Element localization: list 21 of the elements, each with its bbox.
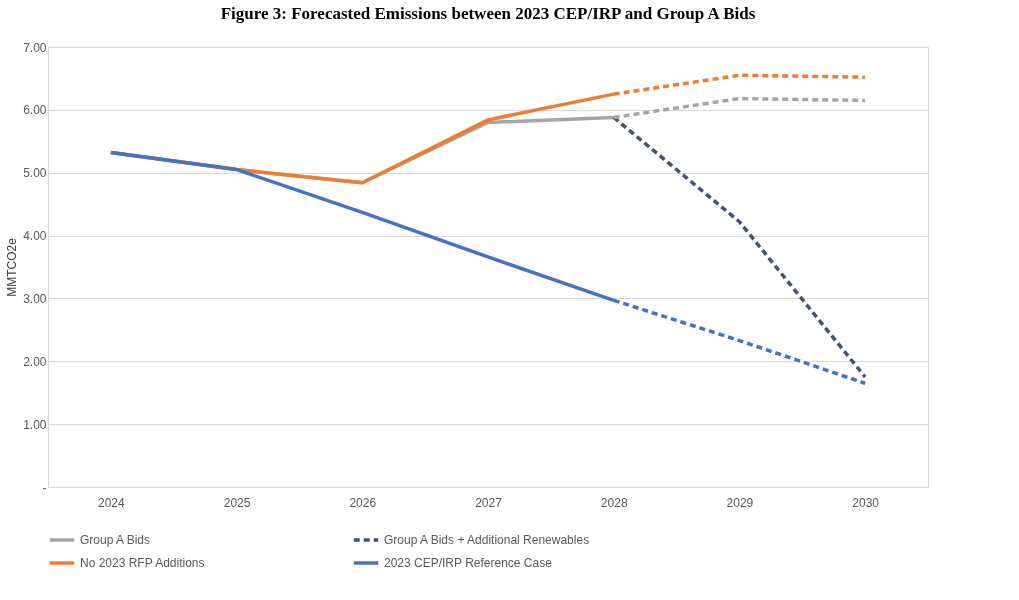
y-tick-label: 5.00 (23, 166, 47, 181)
y-tick-label: 6.00 (23, 103, 47, 118)
x-tick-label: 2025 (223, 495, 251, 510)
legend-label: No 2023 RFP Additions (80, 556, 205, 570)
y-tick-label: 2.00 (23, 354, 47, 369)
y-tick-label: 3.00 (23, 291, 47, 306)
chart-title: Figure 3: Forecasted Emissions between 2023 CEP/IRP and Group A Bids (220, 4, 756, 23)
x-tick-label: 2030 (852, 495, 880, 510)
x-tick-label: 2024 (98, 495, 126, 510)
x-tick-label: 2027 (475, 495, 503, 510)
legend-label: 2023 CEP/IRP Reference Case (384, 556, 553, 570)
y-tick-label: 4.00 (23, 229, 47, 244)
y-axis-title: MMTCO2e (5, 237, 20, 297)
legend-label: Group A Bids + Additional Renewables (384, 533, 590, 547)
y-tick-label: - (42, 480, 47, 495)
y-tick-label: 1.00 (23, 417, 47, 432)
y-tick-label: 7.00 (23, 40, 47, 55)
x-tick-label: 2028 (600, 495, 628, 510)
x-tick-label: 2026 (349, 495, 377, 510)
x-tick-label: 2029 (726, 495, 754, 510)
legend-label: Group A Bids (80, 533, 151, 547)
